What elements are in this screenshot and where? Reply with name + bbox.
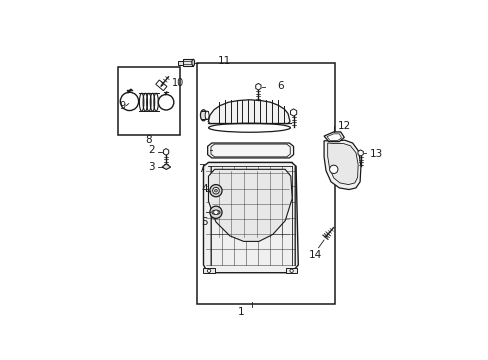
Polygon shape [255, 84, 261, 90]
Ellipse shape [208, 123, 290, 132]
Bar [196, 63, 334, 304]
Bar [203, 268, 214, 273]
Polygon shape [203, 162, 298, 273]
Text: 14: 14 [308, 250, 322, 260]
Circle shape [329, 165, 337, 174]
Circle shape [214, 189, 217, 192]
Circle shape [289, 269, 293, 273]
Bar [117, 67, 180, 135]
Circle shape [209, 185, 222, 197]
Polygon shape [162, 164, 170, 170]
Text: 4: 4 [201, 184, 207, 194]
Polygon shape [324, 132, 344, 141]
Ellipse shape [211, 210, 220, 214]
Text: 5: 5 [201, 217, 207, 227]
Text: 13: 13 [369, 149, 382, 159]
Polygon shape [290, 109, 296, 116]
Bar [285, 268, 297, 273]
Polygon shape [357, 150, 363, 156]
Text: 9: 9 [119, 102, 125, 111]
Text: 7: 7 [198, 164, 204, 174]
Text: 6: 6 [276, 81, 283, 91]
Bar [183, 59, 193, 66]
Ellipse shape [191, 59, 194, 66]
Polygon shape [324, 140, 360, 190]
Polygon shape [208, 169, 292, 242]
Ellipse shape [205, 111, 208, 120]
Text: 11: 11 [217, 56, 230, 66]
Text: 2: 2 [148, 145, 155, 155]
Circle shape [212, 187, 219, 194]
Text: 1: 1 [237, 306, 244, 316]
Text: 12: 12 [337, 121, 350, 131]
Polygon shape [207, 143, 293, 158]
Polygon shape [326, 134, 341, 140]
Text: 3: 3 [148, 162, 155, 172]
Polygon shape [163, 149, 168, 155]
Polygon shape [208, 100, 289, 123]
Circle shape [213, 210, 218, 215]
Text: 8: 8 [145, 135, 152, 145]
Bar [177, 61, 183, 64]
Polygon shape [156, 80, 166, 91]
Circle shape [209, 206, 222, 219]
Circle shape [207, 269, 210, 273]
Text: 10: 10 [171, 78, 183, 89]
Polygon shape [327, 143, 357, 185]
Ellipse shape [200, 110, 206, 121]
